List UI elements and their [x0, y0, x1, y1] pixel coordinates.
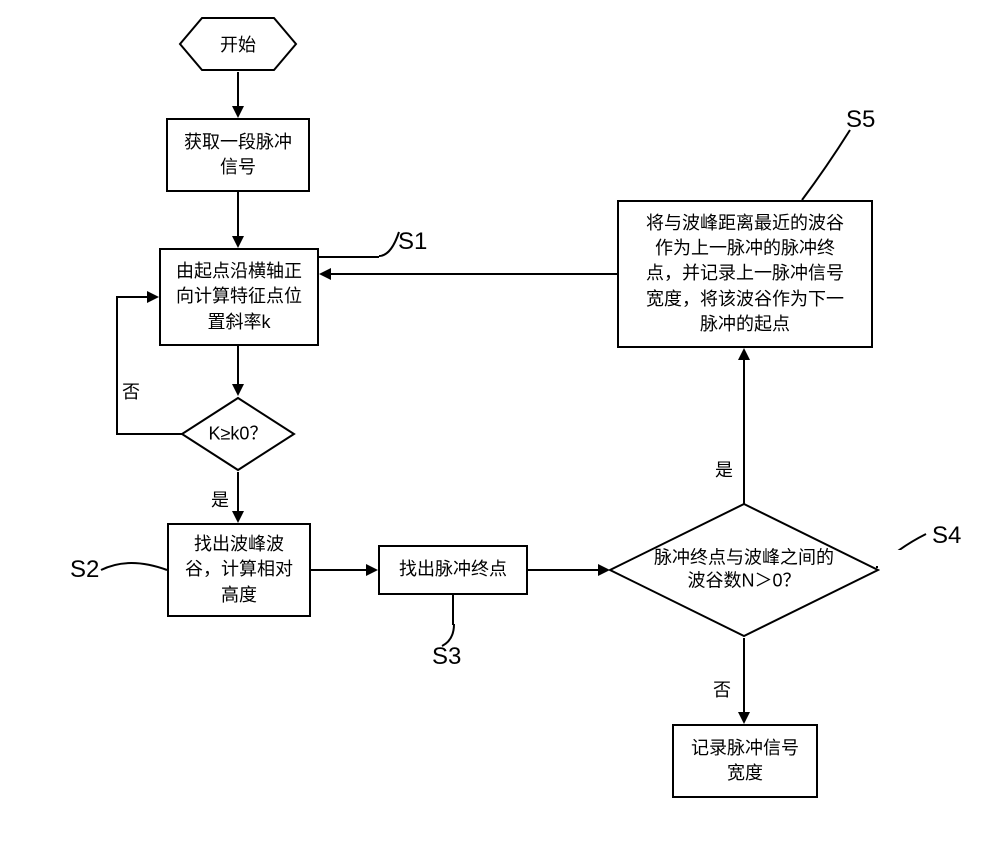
- arrow-down-icon: [738, 712, 750, 724]
- s2-node: 找出波峰波谷，计算相对高度: [167, 523, 311, 617]
- edge: [116, 296, 149, 298]
- arrow-down-icon: [232, 106, 244, 118]
- connector-curve: [800, 128, 870, 204]
- decision-n-label: 脉冲终点与波峰之间的波谷数N＞0？: [608, 547, 880, 594]
- start-node: 开始: [178, 16, 298, 72]
- decision-n: 脉冲终点与波峰之间的波谷数N＞0？: [608, 502, 880, 638]
- edge-label-yes2: 是: [715, 456, 733, 482]
- connector-curve: [99, 556, 169, 586]
- edge-label-no1: 否: [122, 378, 140, 404]
- s1-label: 由起点沿横轴正向计算特征点位置斜率k: [176, 259, 302, 335]
- edge: [743, 638, 745, 714]
- arrow-down-icon: [232, 511, 244, 523]
- arrow-down-icon: [232, 384, 244, 396]
- edge: [528, 569, 600, 571]
- decision-k: K≥k0？: [180, 396, 296, 472]
- end-label: 记录脉冲信号宽度: [691, 736, 799, 786]
- connector: [876, 566, 878, 568]
- edge-label-no2: 否: [713, 676, 731, 702]
- arrow-up-icon: [738, 348, 750, 360]
- connector: [319, 256, 379, 258]
- edge: [237, 192, 239, 238]
- edge: [116, 433, 182, 435]
- edge-label-yes1: 是: [211, 486, 229, 512]
- edge: [237, 72, 239, 108]
- arrow-left-icon: [319, 268, 331, 280]
- step-label-s5: S5: [846, 106, 875, 134]
- s5-label: 将与波峰距离最近的波谷作为上一脉冲的脉冲终点，并记录上一脉冲信号宽度，将该波谷作…: [646, 211, 844, 337]
- edge: [237, 346, 239, 386]
- arrow-right-icon: [366, 564, 378, 576]
- arrow-right-icon: [598, 564, 610, 576]
- step-label-s2: S2: [70, 556, 99, 584]
- decision-k-label: K≥k0？: [180, 422, 296, 445]
- edge: [743, 360, 745, 504]
- acquire-label: 获取一段脉冲信号: [184, 130, 292, 180]
- edge: [311, 569, 368, 571]
- s5-node: 将与波峰距离最近的波谷作为上一脉冲的脉冲终点，并记录上一脉冲信号宽度，将该波谷作…: [617, 200, 873, 348]
- step-label-s1: S1: [398, 228, 427, 256]
- arrow-down-icon: [232, 236, 244, 248]
- edge: [116, 296, 118, 435]
- start-label: 开始: [220, 31, 256, 57]
- connector-curve: [876, 520, 936, 550]
- acquire-node: 获取一段脉冲信号: [166, 118, 310, 192]
- connector: [452, 595, 454, 625]
- edge: [237, 472, 239, 513]
- arrow-right-icon: [147, 291, 159, 303]
- edge: [329, 273, 617, 275]
- s3-node: 找出脉冲终点: [378, 545, 528, 595]
- s1-node: 由起点沿横轴正向计算特征点位置斜率k: [159, 248, 319, 346]
- step-label-s4: S4: [932, 522, 961, 550]
- s3-label: 找出脉冲终点: [399, 557, 507, 582]
- end-node: 记录脉冲信号宽度: [672, 724, 818, 798]
- s2-label: 找出波峰波谷，计算相对高度: [185, 532, 293, 608]
- step-label-s3: S3: [432, 643, 461, 671]
